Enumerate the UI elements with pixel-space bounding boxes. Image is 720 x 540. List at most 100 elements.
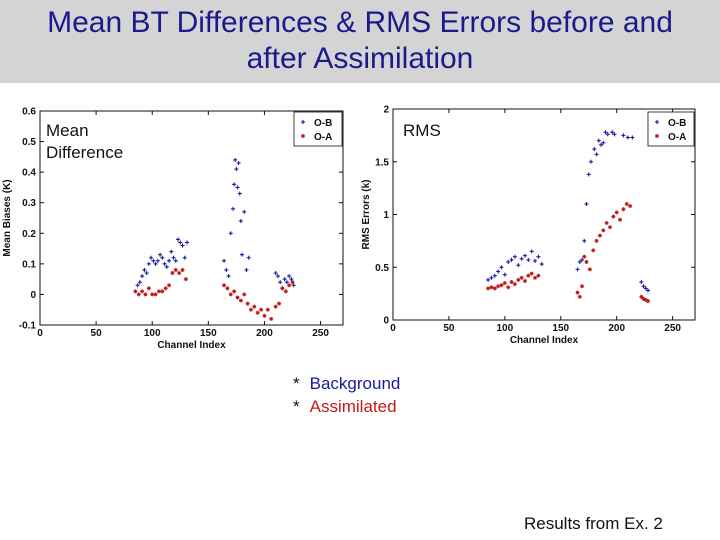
rms-o-b-point-29 xyxy=(603,130,608,135)
mean-o-a-point-23-d2 xyxy=(245,301,250,306)
mean-o-b-point-24 xyxy=(224,267,229,272)
title-bar: Mean BT Differences & RMS Errors before … xyxy=(0,0,720,83)
rms-o-b-point-28 xyxy=(601,140,606,145)
rms-o-a-point-27-d2 xyxy=(608,225,612,229)
mean-o-b-point-25 xyxy=(226,274,231,279)
rms-o-a-point-22-d2 xyxy=(591,248,595,253)
mean-o-b-point-11 xyxy=(160,255,165,260)
rms-o-a-point-19 xyxy=(582,254,587,259)
mean-o-b-point-14 xyxy=(167,258,172,263)
rms-o-b-point-8 xyxy=(512,254,517,259)
rms-o-a-point-4-d2 xyxy=(499,283,504,287)
key-label-assimilated: Assimilated xyxy=(309,397,397,416)
rms-o-a-point-36-d2 xyxy=(644,298,648,302)
rms-o-b-point-19 xyxy=(580,257,585,262)
rms-o-a-point-34-d2 xyxy=(639,295,644,299)
mean-o-a-point-5 xyxy=(150,292,155,297)
rms-ytick-label-1: 0.5 xyxy=(375,263,389,274)
mean-o-b-point-10 xyxy=(158,252,163,257)
rms-o-a-point-3-d2 xyxy=(496,284,500,288)
rms-ytick-label-2: 1 xyxy=(383,210,389,221)
rms-o-a-point-20-d2 xyxy=(584,260,589,264)
mean-o-b-point-8 xyxy=(153,261,158,266)
rms-o-b-point-34 xyxy=(625,135,630,140)
rms-o-b-point-20 xyxy=(582,238,587,243)
mean-o-a-point-32 xyxy=(277,301,282,306)
mean-o-a-point-6-d2 xyxy=(153,292,158,297)
mean-o-a-point-33 xyxy=(280,286,285,291)
mean-o-a-point-4 xyxy=(146,286,151,291)
mean-ylabel: Mean Biases (K) xyxy=(2,179,13,256)
rms-o-a-point-11 xyxy=(522,278,527,283)
mean-xtick-label-0: 0 xyxy=(37,328,43,339)
mean-o-a-point-15 xyxy=(183,277,188,282)
rms-legend-marker-1 xyxy=(655,134,659,138)
mean-o-b-point-38 xyxy=(246,255,251,260)
mean-o-a-point-9-d2 xyxy=(163,286,168,291)
rms-o-b-point-12 xyxy=(526,257,531,262)
mean-o-a-point-27-d2 xyxy=(259,307,263,312)
rms-o-a-point-2 xyxy=(492,286,497,291)
rms-o-a-point-33 xyxy=(628,204,633,209)
rms-o-b-point-4 xyxy=(499,265,504,270)
mean-o-a-point-29 xyxy=(265,307,270,312)
rms-o-a-point-25 xyxy=(601,228,606,233)
mean-o-a-point-28 xyxy=(262,313,267,318)
rms-o-b-point-18 xyxy=(577,259,582,264)
mean-ytick-label-3: 0.2 xyxy=(22,229,36,240)
rms-panel-label-0: RMS xyxy=(403,121,441,140)
mean-xtick-label-2: 100 xyxy=(144,328,161,339)
rms-o-b-point-23 xyxy=(588,159,593,164)
rms-o-b-point-9 xyxy=(516,263,521,268)
mean-o-a-point-29-d2 xyxy=(266,307,270,312)
rms-o-a-point-5-d2 xyxy=(503,281,507,285)
key-label-background: Background xyxy=(309,374,401,393)
mean-o-a-point-14-d2 xyxy=(180,268,185,272)
mean-o-a-point-11 xyxy=(170,271,175,276)
rms-ylabel: RMS Errors (k) xyxy=(361,179,372,249)
mean-o-a-point-10 xyxy=(167,283,172,288)
rms-o-b-point-36 xyxy=(639,280,644,285)
mean-o-b-point-46 xyxy=(289,277,294,282)
rms-o-b-point-38 xyxy=(643,286,648,291)
rms-o-a-point-32 xyxy=(624,201,629,206)
rms-o-b-point-30 xyxy=(605,132,610,137)
mean-o-a-point-12 xyxy=(173,267,178,272)
rms-o-b-point-39 xyxy=(646,288,651,293)
rms-o-b-point-6 xyxy=(506,259,511,264)
mean-o-b-point-45 xyxy=(287,274,292,279)
rms-o-b-point-15 xyxy=(536,254,541,259)
rms-o-a-point-15 xyxy=(536,273,541,278)
rms-o-a-point-17 xyxy=(577,294,582,299)
mean-o-b-point-36 xyxy=(242,209,247,214)
rms-ytick-label-4: 2 xyxy=(383,105,389,116)
rms-o-a-point-23-d2 xyxy=(594,239,599,243)
rms-xtick-label-4: 200 xyxy=(608,323,625,334)
mean-o-b-point-6 xyxy=(149,255,154,260)
mean-o-b-point-31 xyxy=(235,185,240,190)
rms-o-a-point-16-d2 xyxy=(575,290,580,295)
mean-o-b-point-0 xyxy=(135,283,140,288)
mean-o-a-point-25 xyxy=(252,304,257,309)
rms-o-a-point-22 xyxy=(591,248,596,253)
mean-o-a-point-30 xyxy=(269,316,274,321)
mean-panel-label-1: Difference xyxy=(46,143,123,162)
mean-ytick-label-4: 0.3 xyxy=(22,198,36,209)
mean-legend-marker-1-d2 xyxy=(301,134,305,138)
rms-o-a-point-16 xyxy=(575,290,580,295)
mean-o-a-point-24-d2 xyxy=(249,307,253,312)
rms-legend-label-0: O-B xyxy=(668,118,686,129)
rms-o-a-point-35-d2 xyxy=(641,297,646,301)
mean-o-a-point-0-d2 xyxy=(133,289,138,294)
mean-o-b-point-15 xyxy=(169,249,174,254)
mean-o-a-point-0 xyxy=(133,289,138,294)
mean-o-a-point-10-d2 xyxy=(167,283,171,287)
mean-o-b-point-21 xyxy=(182,255,187,260)
mean-o-a-point-11-d2 xyxy=(170,271,175,275)
mean-o-b-point-2 xyxy=(140,274,145,279)
mean-legend-marker-0 xyxy=(301,120,305,124)
mean-legend-label-1: O-A xyxy=(314,132,332,143)
mean-o-b-point-41 xyxy=(278,280,283,285)
mean-legend-label-0: O-B xyxy=(314,118,332,129)
mean-o-a-point-21 xyxy=(238,298,243,303)
